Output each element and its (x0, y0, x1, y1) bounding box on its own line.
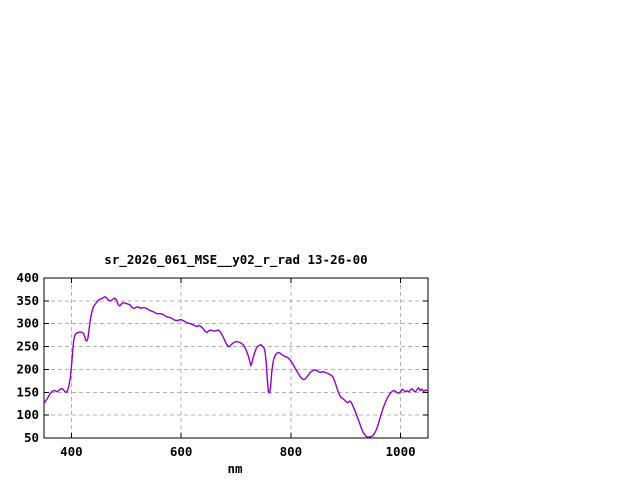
x-axis-label: nm (227, 461, 243, 476)
x-tick-label: 400 (60, 444, 83, 459)
y-tick-label: 100 (16, 407, 39, 422)
plot-border (43, 277, 429, 439)
x-tick-label: 1000 (386, 444, 416, 459)
plot-layer: 400 600 800 1000 50 100 150 200 250 300 350 400 (16, 270, 429, 459)
y-tick-label: 200 (16, 361, 39, 376)
y-tick-label: 150 (16, 384, 39, 399)
x-tick-label: 800 (280, 444, 303, 459)
radiance-curve (43, 296, 429, 438)
chart-title: sr_2026_061_MSE__y02_r_rad 13-26-00 (104, 252, 367, 268)
y-tick-label: 400 (16, 270, 39, 285)
y-tick-label: 350 (16, 293, 39, 308)
y-tick-label: 250 (16, 339, 39, 354)
x-tick-label: 600 (170, 444, 193, 459)
y-tick-label: 50 (24, 430, 39, 445)
y-tick-label: 300 (16, 316, 39, 331)
